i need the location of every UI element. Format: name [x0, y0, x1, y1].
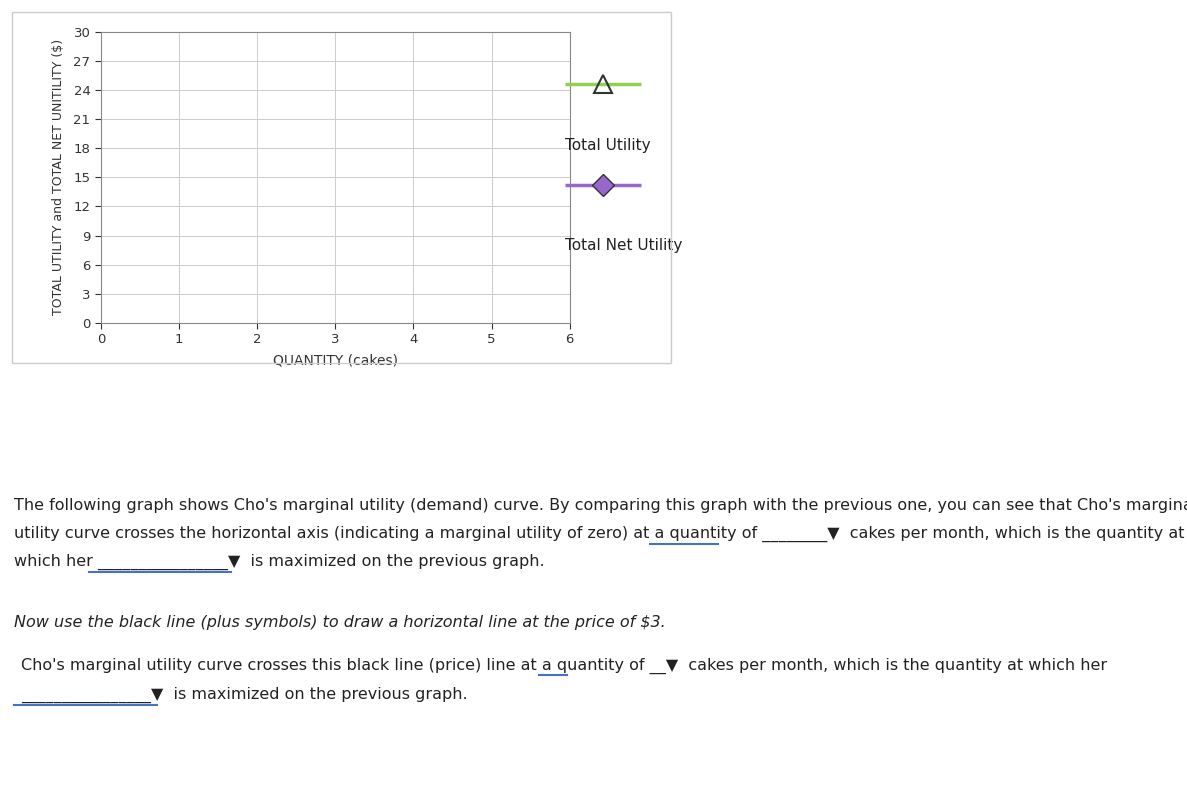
X-axis label: QUANTITY (cakes): QUANTITY (cakes): [273, 353, 398, 367]
Text: Total Utility: Total Utility: [565, 138, 650, 153]
Text: Total Net Utility: Total Net Utility: [565, 238, 683, 253]
Text: utility curve crosses the horizontal axis (indicating a marginal utility of zero: utility curve crosses the horizontal axi…: [14, 526, 1185, 542]
Text: ________________▼  is maximized on the previous graph.: ________________▼ is maximized on the pr…: [21, 687, 468, 703]
Text: The following graph shows Cho's marginal utility (demand) curve. By comparing th: The following graph shows Cho's marginal…: [14, 498, 1187, 513]
Text: which her ________________▼  is maximized on the previous graph.: which her ________________▼ is maximized…: [14, 554, 545, 570]
Y-axis label: TOTAL UTILITY and TOTAL NET UNITILITY ($): TOTAL UTILITY and TOTAL NET UNITILITY ($…: [52, 39, 65, 316]
Text: Now use the black line (plus symbols) to draw a horizontal line at the price of : Now use the black line (plus symbols) to…: [14, 615, 666, 630]
Text: Cho's marginal utility curve crosses this black line (price) line at a quantity : Cho's marginal utility curve crosses thi…: [21, 658, 1107, 673]
